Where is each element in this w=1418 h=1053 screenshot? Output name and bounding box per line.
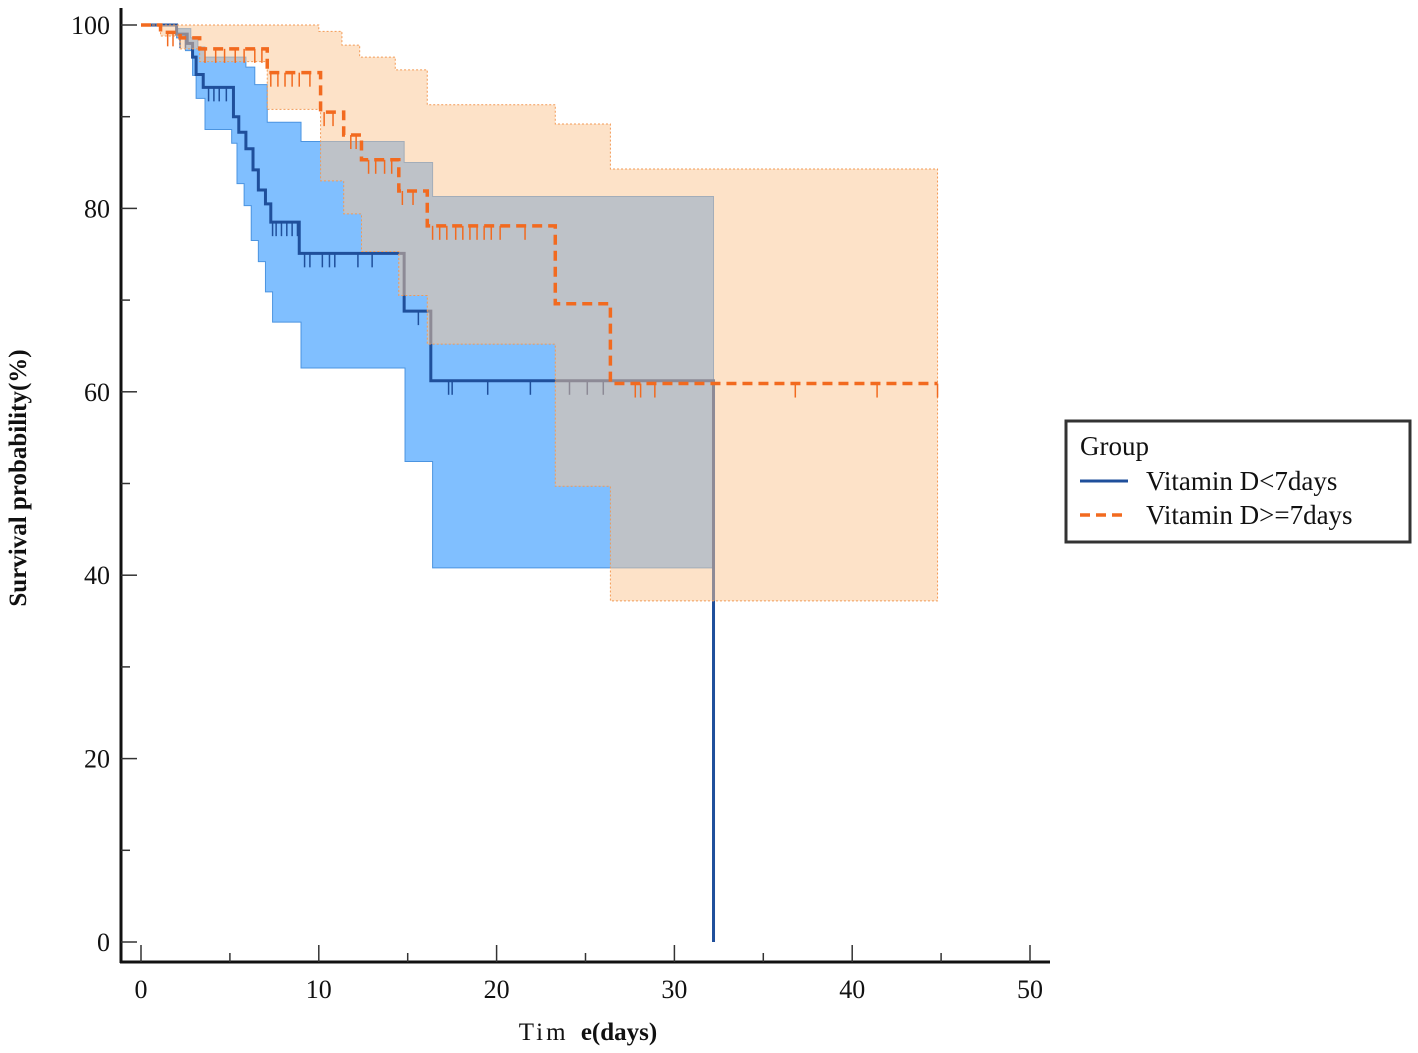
x-tick-label: 20 bbox=[484, 975, 510, 1004]
y-tick-label: 40 bbox=[84, 561, 110, 590]
y-tick-label: 20 bbox=[84, 745, 110, 774]
legend-label-series-1: Vitamin D<7days bbox=[1146, 466, 1337, 496]
confidence-band bbox=[141, 24, 939, 602]
survival-curve bbox=[141, 23, 938, 386]
legend: Group Vitamin D<7days Vitamin D>=7days bbox=[1064, 419, 1412, 544]
x-tick-label: 0 bbox=[135, 975, 148, 1004]
x-tick-label: 50 bbox=[1017, 975, 1043, 1004]
x-axis-title: Tim e(days) bbox=[519, 1019, 657, 1046]
legend-label-series-2: Vitamin D>=7days bbox=[1146, 500, 1353, 530]
y-tick-label: 100 bbox=[71, 11, 110, 40]
x-tick-label: 30 bbox=[661, 975, 687, 1004]
y-tick-label: 80 bbox=[84, 194, 110, 223]
series-2 bbox=[141, 23, 939, 602]
y-tick-label: 60 bbox=[84, 378, 110, 407]
legend-title: Group bbox=[1080, 431, 1149, 461]
plot-area bbox=[141, 23, 939, 942]
x-axis-title-part-2: e(days) bbox=[581, 1019, 657, 1046]
x-axis-title-part-1: Tim bbox=[519, 1019, 569, 1046]
y-axis-ticks: 0 20 40 60 80 100 bbox=[71, 11, 137, 957]
y-tick-label: 0 bbox=[97, 928, 110, 957]
x-tick-label: 10 bbox=[306, 975, 332, 1004]
x-axis-ticks: 0 10 20 30 40 50 bbox=[135, 945, 1043, 1004]
y-axis-title: Survival probability(%) bbox=[5, 349, 32, 606]
x-tick-label: 40 bbox=[839, 975, 865, 1004]
